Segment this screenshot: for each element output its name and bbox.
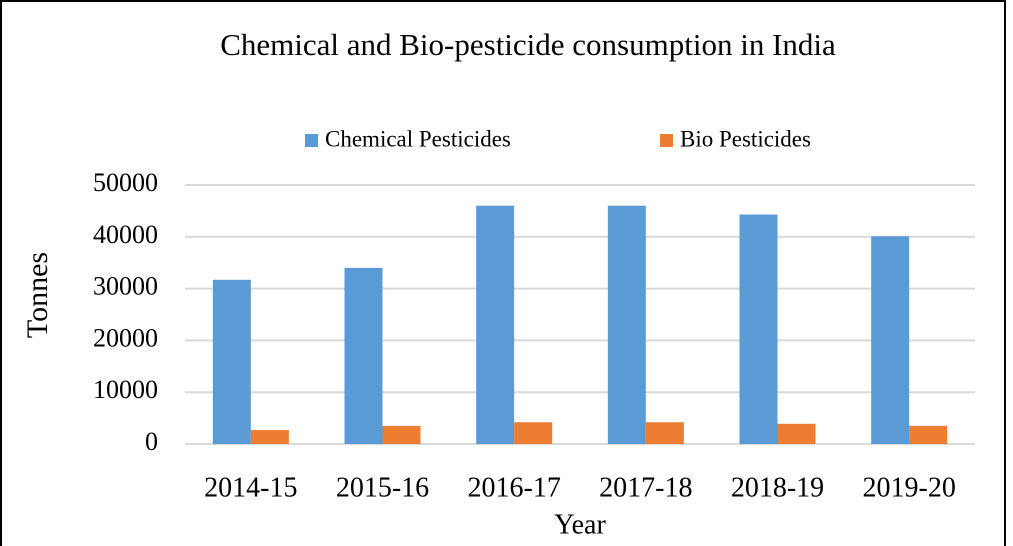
bar <box>212 279 251 444</box>
bar <box>250 430 289 444</box>
y-tick-label: 50000 <box>93 168 158 197</box>
legend-swatch <box>305 134 318 147</box>
bar <box>871 236 910 444</box>
y-tick-label: 20000 <box>93 323 158 352</box>
bar <box>909 425 948 444</box>
bar <box>739 214 778 444</box>
x-tick-label: 2018-19 <box>731 472 824 503</box>
x-axis-label: Year <box>554 509 606 540</box>
x-tick-label: 2017-18 <box>599 472 692 503</box>
y-tick-label: 30000 <box>93 272 158 301</box>
legend-label: Chemical Pesticides <box>325 126 511 151</box>
bar <box>344 267 383 444</box>
x-tick-label: 2016-17 <box>468 472 561 503</box>
x-tick-label: 2014-15 <box>204 472 297 503</box>
bar <box>476 205 515 444</box>
bar <box>382 425 421 444</box>
legend-label: Bio Pesticides <box>680 126 811 151</box>
x-tick-label: 2015-16 <box>336 472 429 503</box>
y-tick-label: 10000 <box>93 375 158 404</box>
chart-title: Chemical and Bio-pesticide consumption i… <box>220 27 836 62</box>
bar <box>777 423 816 444</box>
bar <box>645 422 684 444</box>
x-tick-label: 2019-20 <box>863 472 956 503</box>
legend-swatch <box>660 134 673 147</box>
y-tick-label: 0 <box>145 427 158 456</box>
bar <box>514 422 553 444</box>
y-tick-label: 40000 <box>93 220 158 249</box>
bar <box>607 205 646 444</box>
y-axis-label: Tonnes <box>21 252 54 338</box>
